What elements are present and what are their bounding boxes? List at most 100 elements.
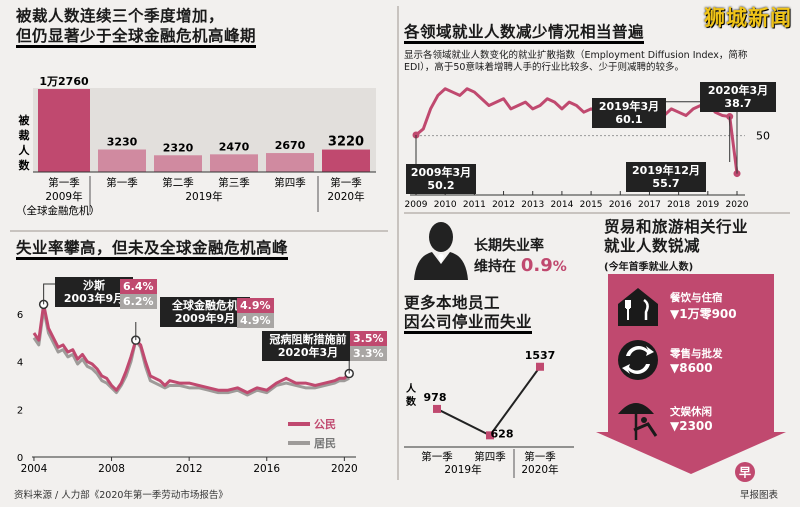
edi-callout-2019-12: 2019年12月 55.7 — [626, 162, 706, 192]
longterm-label: 长期失业率 维持在 0.9% — [474, 236, 567, 277]
zaobao-logo-icon: 早 — [735, 462, 755, 482]
retrench-point-0 — [433, 404, 441, 413]
person-icon — [414, 222, 468, 280]
bar-value-label-4: 2670 — [275, 139, 306, 152]
longterm-unit: % — [552, 259, 567, 275]
retrench-title: 更多本地员工 因公司停业而失业 — [404, 294, 533, 334]
vertical-divider — [397, 6, 399, 480]
bar-category-label-3: 第三季 — [218, 176, 250, 189]
edi-reference-label: 50 — [756, 130, 770, 143]
edi-line-chart: 50 2009 2010 2011 2012 2013 2014 2015 2016 2017 20… — [405, 87, 770, 210]
retrench-category-label-2: 第一季 — [524, 450, 556, 463]
edi-xtick-2017: 2017 — [638, 200, 661, 210]
longterm-label-line2: 维持在 0.9% — [474, 255, 567, 276]
edi-callout-2020-03: 2020年3月 38.7 — [700, 82, 776, 112]
bar-category-label-5: 第一季 — [330, 176, 362, 189]
svg-text:早: 早 — [739, 466, 751, 480]
retrench-group-label-2019: 2019年 — [444, 463, 481, 476]
bar-value-label-1: 3230 — [107, 136, 138, 149]
retrench-ylabel-char-1: 数 — [406, 395, 417, 408]
layoffs-title-line1: 被裁人数连续三个季度增加， — [16, 7, 225, 25]
unemployment-legend: 公民 居民 — [288, 416, 336, 451]
bar-plot-background — [33, 88, 376, 172]
dining-icon — [618, 288, 658, 326]
legend-citizen: 公民 — [288, 416, 336, 432]
retrench-category-label-1: 第四季 — [474, 450, 506, 463]
bar-0 — [38, 89, 90, 172]
credit-note: 早报图表 — [740, 490, 779, 501]
retail-icon — [618, 340, 658, 380]
edi-xtick-2013: 2013 — [521, 200, 544, 210]
unemp-xtick-2004: 2004 — [21, 463, 48, 475]
bar-value-label-2: 2320 — [163, 141, 194, 154]
trade-item-retail: 零售与批发 ▼8600 — [670, 346, 723, 375]
longterm-label-line1: 长期失业率 — [474, 238, 544, 254]
trade-item-retail-label: 零售与批发 — [670, 348, 723, 360]
retrench-value-label-2: 1537 — [525, 349, 556, 362]
edi-xtick-2012: 2012 — [492, 200, 515, 210]
edi-xtick-2009: 2009 — [405, 200, 428, 210]
bar-group-label-2020: 2020年 — [327, 190, 364, 203]
legend-resident-label: 居民 — [314, 437, 336, 450]
trade-item-dining-value: ▼1万零900 — [670, 307, 737, 321]
unemp-ytick-6: 6 — [17, 310, 23, 321]
edi-xtick-2010: 2010 — [434, 200, 457, 210]
retrench-point-1 — [486, 431, 494, 440]
retrench-group-label-2020: 2020年 — [521, 463, 558, 476]
retrench-series-line — [436, 366, 541, 437]
unemp-xtick-2012: 2012 — [176, 463, 203, 475]
bar-ylabel-char: 数 — [19, 158, 31, 172]
bar-category-label-4: 第四季 — [274, 176, 306, 189]
bar-category-label-2: 第二季 — [162, 176, 194, 189]
sars-resident-value: 6.2% — [120, 294, 157, 309]
unemp-xtick-2008: 2008 — [98, 463, 125, 475]
sars-citizen-value: 6.4% — [120, 279, 157, 294]
covid-citizen-value: 3.5% — [350, 331, 387, 346]
unemployment-title: 失业率攀高，但未及全球金融危机高峰 — [16, 238, 289, 260]
unemp-ytick-2: 2 — [17, 405, 23, 416]
edi-callout-2019-03: 2019年3月 60.1 — [592, 98, 666, 128]
bar-ylabel-char: 人 — [19, 143, 31, 157]
source-note: 资料来源 / 人力部《2020年第一季劳动市场报告》 — [14, 490, 228, 501]
unemp-xtick-2016: 2016 — [253, 463, 280, 475]
bar-5 — [322, 149, 370, 172]
retrench-category-label-0: 第一季 — [421, 450, 453, 463]
trade-item-leisure-value: ▼2300 — [670, 419, 713, 433]
legend-citizen-swatch — [288, 422, 310, 426]
edi-xtick-2020: 2020 — [726, 200, 749, 210]
trade-item-leisure-label: 文娱休闲 — [670, 406, 712, 418]
retrench-point-2 — [536, 362, 544, 371]
bar-group-label-2019: 2019年 — [185, 190, 222, 203]
bar-ylabel-char: 裁 — [19, 128, 30, 142]
legend-resident: 居民 — [288, 435, 336, 451]
edi-xtick-2014: 2014 — [550, 200, 573, 210]
bar-group-label-gfc: （全球金融危机） — [16, 204, 100, 217]
retrench-value-label-1: 628 — [491, 427, 514, 440]
unemp-leader-sars — [43, 283, 55, 305]
trade-item-retail-value: ▼8600 — [670, 361, 713, 375]
layoffs-bar-chart: 被裁人数 1万2760 第一季 3230 第一季 2320 第二季 2470 第三季 2670 第四… — [16, 75, 376, 217]
bar-category-label-1: 第一季 — [106, 176, 138, 189]
bar-2 — [154, 155, 202, 172]
retrench-value-label-0: 978 — [424, 391, 447, 404]
bar-ylabel-char: 被 — [19, 113, 31, 127]
bar-category-label-0: 第一季 — [48, 176, 80, 189]
legend-resident-swatch — [288, 441, 310, 445]
layoffs-title: 被裁人数连续三个季度增加， 但仍显著少于全球金融危机高峰期 — [16, 6, 257, 48]
unemp-xtick-2020: 2020 — [331, 463, 358, 475]
edi-xtick-2015: 2015 — [580, 200, 603, 210]
longterm-value: 0.9 — [520, 255, 553, 276]
gfc-resident-value: 4.9% — [237, 313, 274, 328]
edi-title: 各领域就业人数减少情况相当普遍 — [404, 22, 645, 44]
edi-xtick-2016: 2016 — [609, 200, 632, 210]
leisure-icon — [618, 403, 658, 440]
trade-title: 贸易和旅游相关行业 就业人数锐减 — [604, 218, 749, 255]
bar-group-label-2009: 2009年 — [45, 190, 82, 203]
legend-citizen-label: 公民 — [314, 418, 336, 431]
bar-4 — [266, 153, 314, 172]
edi-description: 显示各领域就业人数变化的就业扩散指数（Employment Diffusion … — [404, 50, 748, 73]
trade-item-leisure: 文娱休闲 ▼2300 — [670, 404, 713, 433]
edi-series-line — [415, 87, 739, 174]
edi-callout-2009-03: 2009年3月 50.2 — [406, 164, 476, 194]
